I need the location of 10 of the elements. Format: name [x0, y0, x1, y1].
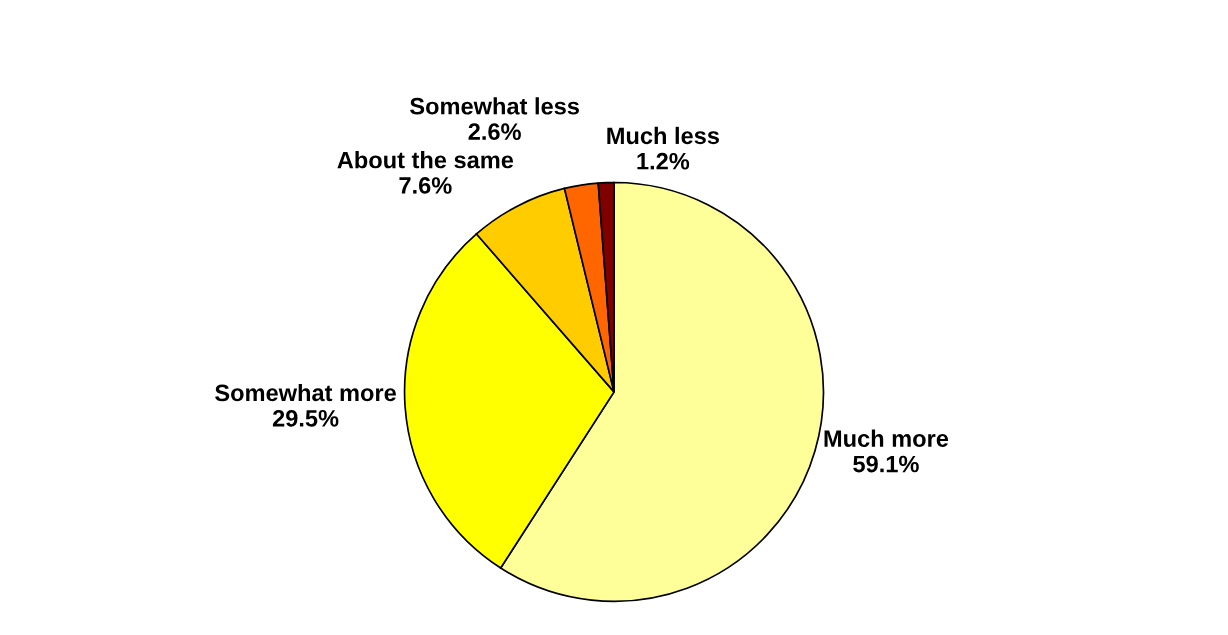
slice-label: Much less	[607, 126, 719, 145]
data-label: 7.6%	[399, 177, 452, 194]
data-label: 59.1%	[853, 455, 919, 473]
slice-label: Somewhat more	[215, 383, 396, 402]
data-label: 29.5%	[272, 409, 339, 427]
data-label: 1.2%	[637, 152, 690, 170]
slice-label: About the same	[337, 151, 514, 169]
data-label: 2.6%	[468, 123, 521, 141]
slice-label: Much more	[824, 429, 949, 447]
slice-label: Somewhat less	[410, 97, 579, 115]
